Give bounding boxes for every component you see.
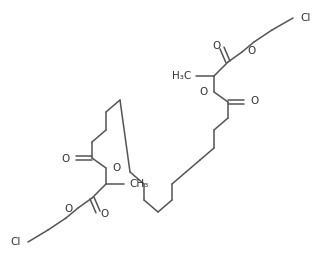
Text: O: O — [62, 154, 70, 164]
Text: Cl: Cl — [300, 13, 310, 23]
Text: O: O — [100, 209, 108, 219]
Text: O: O — [112, 163, 120, 173]
Text: O: O — [250, 96, 258, 106]
Text: O: O — [212, 41, 220, 51]
Text: O: O — [200, 87, 208, 97]
Text: Cl: Cl — [10, 237, 21, 247]
Text: H₃C: H₃C — [172, 71, 191, 81]
Text: O: O — [247, 46, 255, 56]
Text: O: O — [65, 204, 73, 214]
Text: CH₃: CH₃ — [129, 179, 148, 189]
